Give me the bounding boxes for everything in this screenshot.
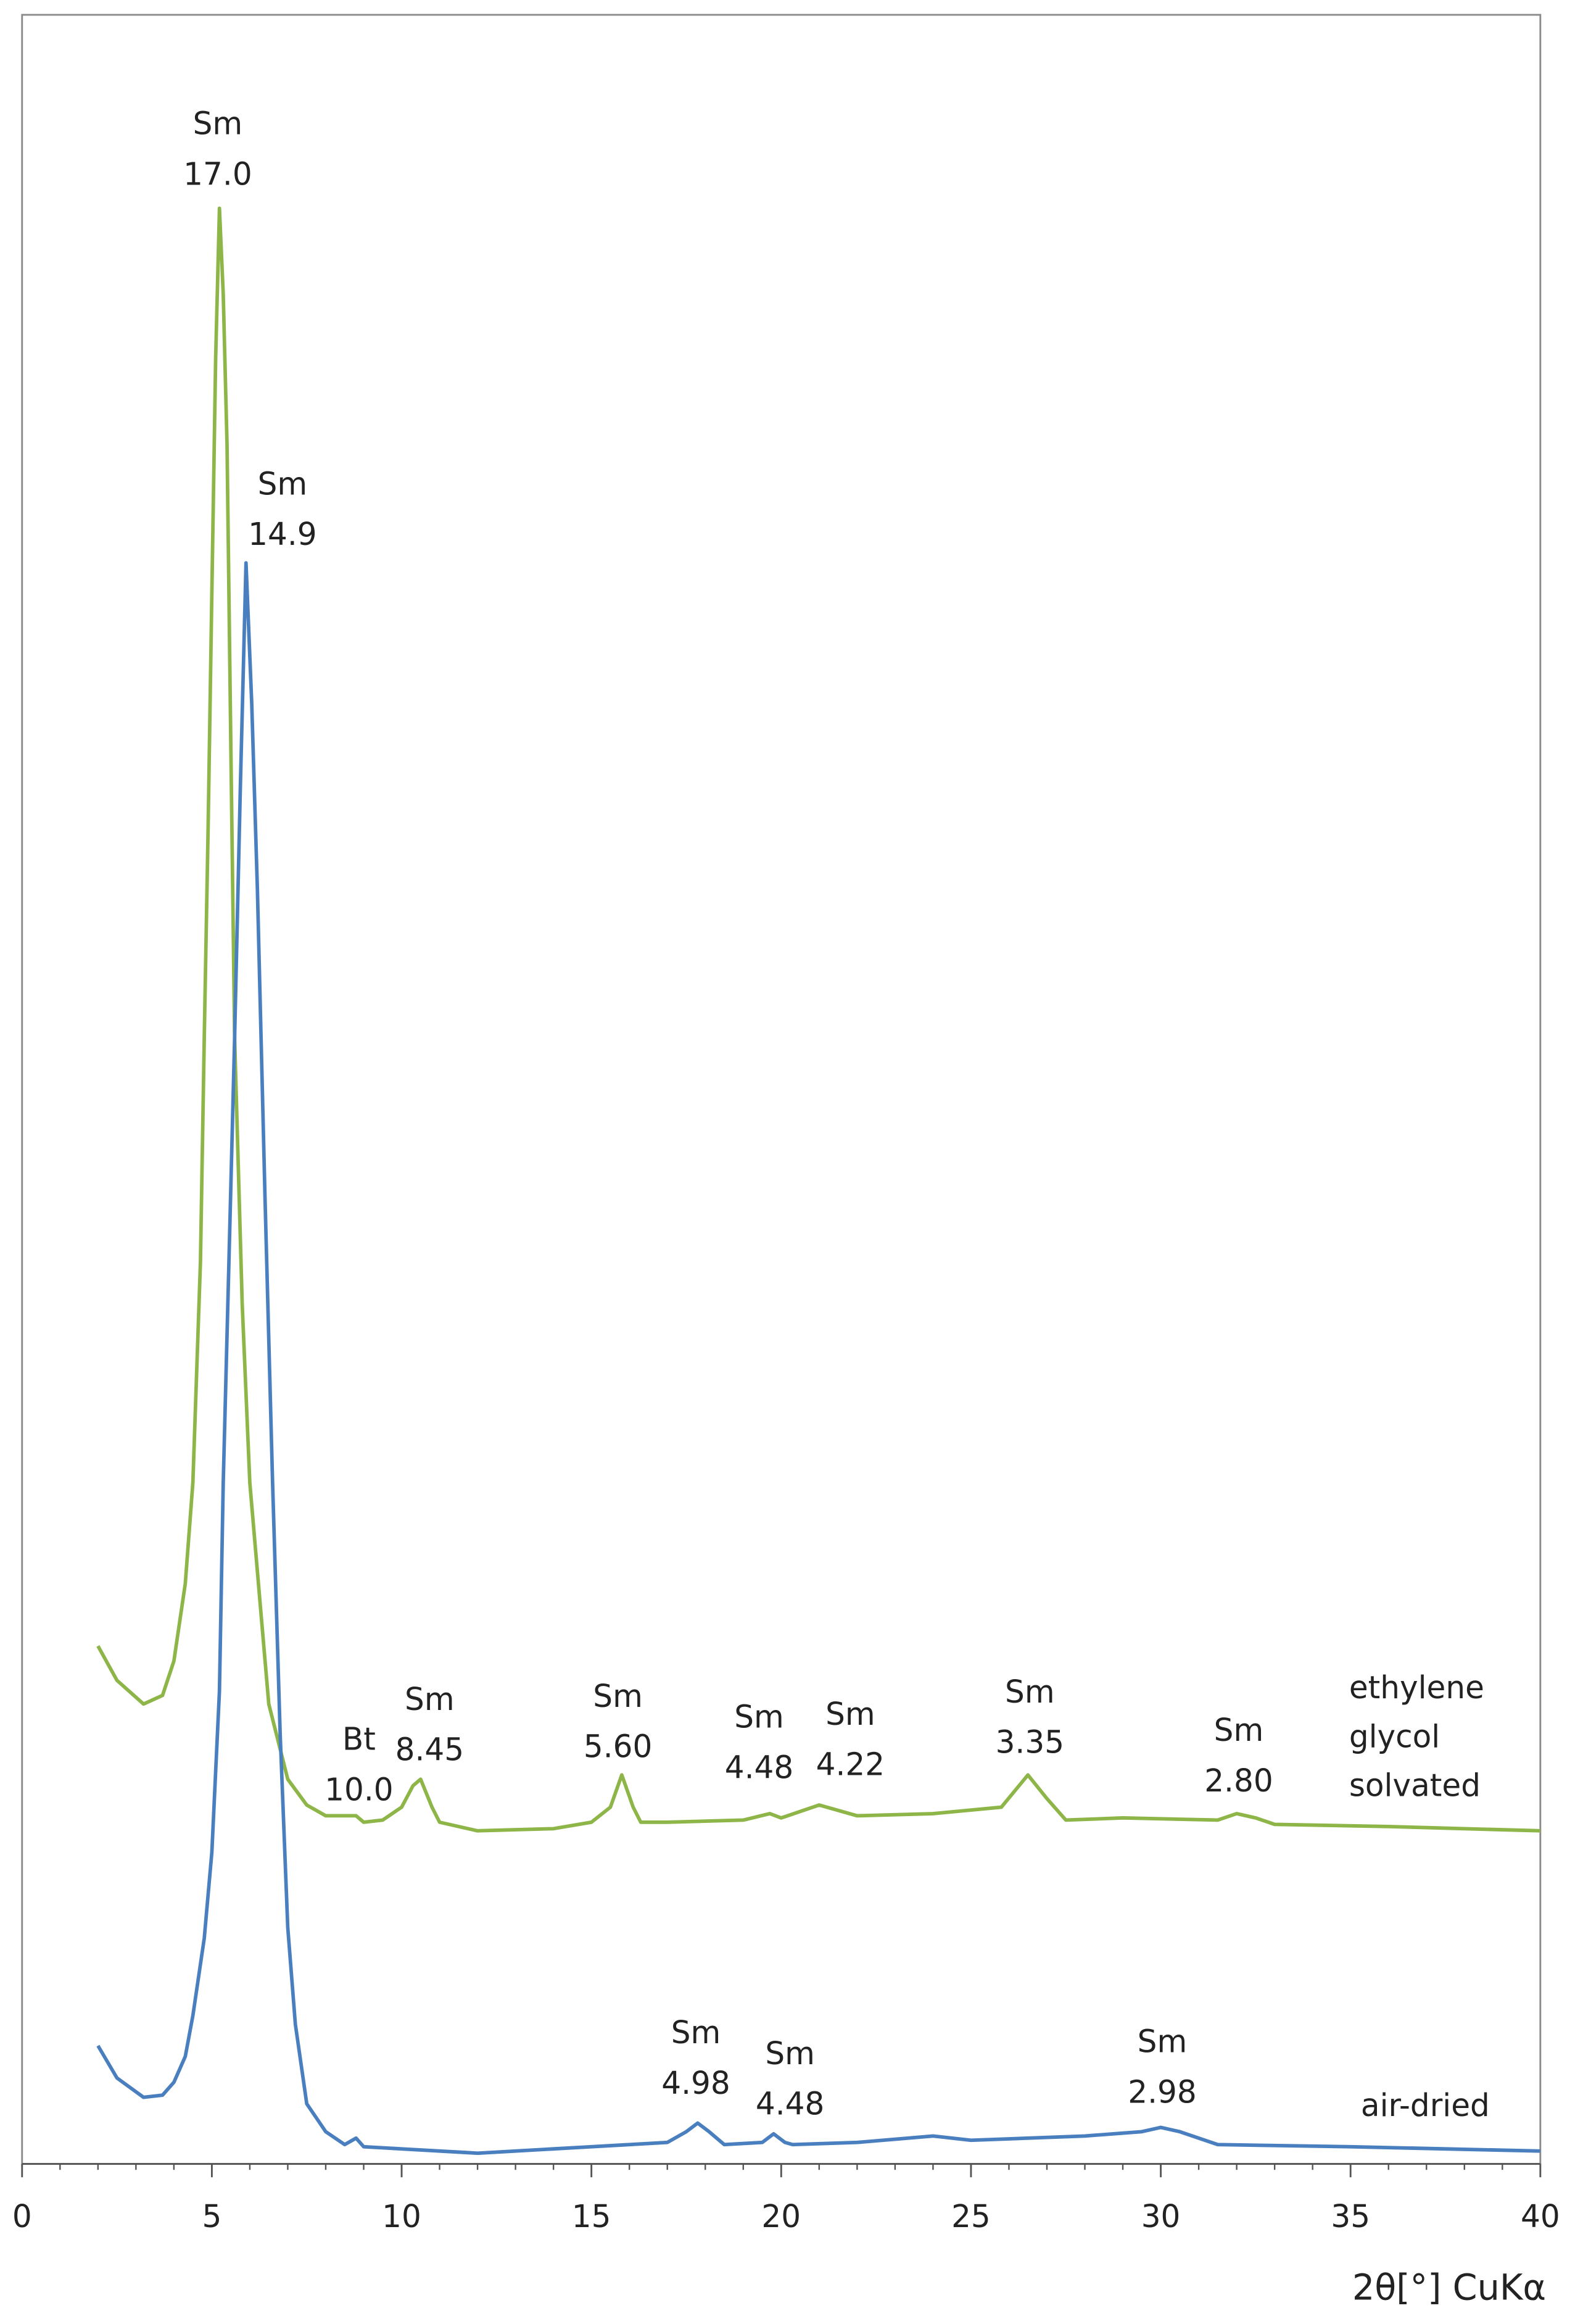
x-tick-label: 10 (382, 2198, 421, 2235)
peak-d-spacing: 2.98 (1128, 2073, 1196, 2110)
peak-label: Sm (734, 1698, 784, 1735)
peak-label: Sm (258, 465, 308, 502)
peak-d-spacing: 4.98 (661, 2065, 730, 2101)
peak-d-spacing: 4.22 (816, 1746, 885, 1782)
peak-d-spacing: 14.9 (248, 516, 316, 552)
peak-label: Bt (342, 1720, 376, 1757)
peak-d-spacing: 5.60 (584, 1728, 652, 1764)
peak-d-spacing: 3.35 (996, 1724, 1064, 1760)
peak-label: Sm (1138, 2023, 1188, 2059)
peak-label: Sm (405, 1681, 455, 1717)
x-tick-label: 35 (1331, 2198, 1370, 2235)
peak-label: Sm (1005, 1674, 1055, 1710)
series-line (96, 561, 1540, 2156)
series-label: ethylene glycol solvated (1349, 1669, 1484, 1803)
peak-d-spacing: 17.0 (183, 156, 252, 192)
x-tick-label: 15 (572, 2198, 611, 2235)
x-tick-label: 30 (1141, 2198, 1181, 2235)
peak-label: Sm (671, 2014, 721, 2051)
x-tick-label: 40 (1521, 2198, 1560, 2235)
x-axis-label: 2θ[°] CuKα (1352, 2267, 1546, 2308)
peak-label: Sm (193, 106, 243, 142)
x-tick-label: 5 (202, 2198, 221, 2235)
peak-label: Sm (1214, 1712, 1264, 1748)
x-tick-label: 0 (12, 2198, 32, 2235)
peak-d-spacing: 2.80 (1204, 1762, 1273, 1799)
peak-d-spacing: 4.48 (725, 1749, 793, 1785)
series-line (96, 206, 1540, 1833)
peak-label: Sm (593, 1678, 643, 1714)
series-label: air-dried (1361, 2087, 1490, 2123)
peak-d-spacing: 10.0 (324, 1771, 393, 1807)
peak-label: Sm (825, 1696, 875, 1732)
x-tick-label: 20 (761, 2198, 801, 2235)
x-tick-label: 25 (951, 2198, 991, 2235)
peak-d-spacing: 4.48 (756, 2085, 824, 2122)
peak-label: Sm (765, 2035, 815, 2072)
peak-d-spacing: 8.45 (395, 1731, 464, 1767)
